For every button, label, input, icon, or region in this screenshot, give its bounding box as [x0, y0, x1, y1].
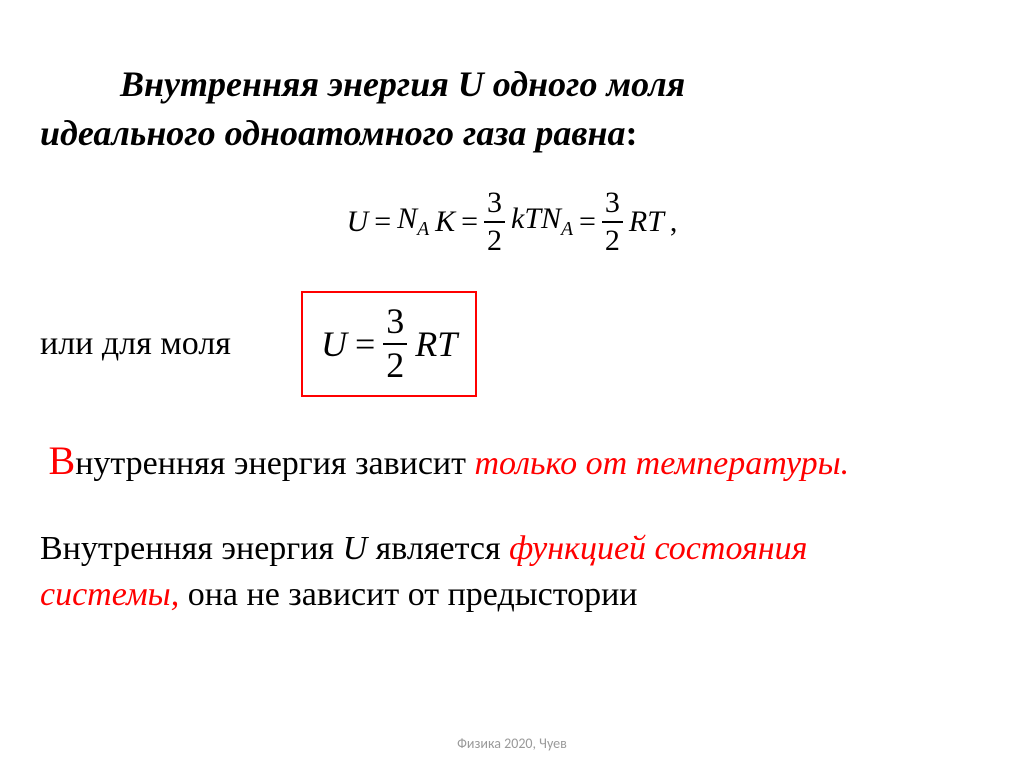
footer-text: Физика 2020, Чуев	[0, 735, 1024, 752]
equation-1: U = NA K = 3 2 kTNA = 3 2 RT,	[40, 187, 984, 256]
stmt2-pre: Внутренняя энергия	[40, 530, 343, 567]
boxed-frac: 3 2	[383, 303, 407, 385]
eq1-U: U	[347, 205, 369, 239]
boxed-eq: =	[355, 323, 375, 365]
stmt1-cap: В	[49, 438, 76, 483]
eq1-frac1: 3 2	[484, 187, 505, 256]
title-line1: Внутренняя энергия U одного моля	[120, 64, 685, 104]
eq1-frac2: 3 2	[602, 187, 623, 256]
stmt1-rest: нутренняя энергия зависит	[75, 445, 474, 482]
stmt2-U: U	[343, 530, 368, 567]
stmt1-tail: только от температуры	[475, 445, 841, 482]
title-colon: :	[625, 113, 637, 153]
stmt2-red2: системы,	[40, 576, 179, 613]
stmt1-dot: .	[841, 445, 850, 482]
eq1-kT: kTNA	[511, 202, 573, 241]
eq1-eq3: =	[579, 205, 596, 239]
title-line2: идеального одноатомного газа равна	[40, 113, 625, 153]
stmt2-mid: является	[367, 530, 509, 567]
eq1-eq1: =	[374, 205, 391, 239]
stmt2-red1: функцией состояния	[509, 530, 807, 567]
statement-1: Внутренняя энергия зависит только от тем…	[40, 437, 984, 484]
slide: Внутренняя энергия U одного моля идеальн…	[0, 0, 1024, 767]
eq1-comma: ,	[670, 205, 678, 239]
moli-row: или для моля U = 3 2 RT	[40, 291, 984, 397]
eq1-eq2: =	[461, 205, 478, 239]
moli-label: или для моля	[40, 325, 231, 363]
equation-boxed: U = 3 2 RT	[301, 291, 477, 397]
eq1-K: K	[435, 205, 455, 239]
statement-2: Внутренняя энергия U является функцией с…	[40, 526, 984, 618]
eq1-N1: NA	[397, 202, 429, 241]
eq1-RT: RT	[629, 205, 664, 239]
boxed-U: U	[321, 323, 347, 365]
stmt2-post: она не зависит от предыстории	[179, 576, 637, 613]
page-title: Внутренняя энергия U одного моля идеальн…	[40, 60, 984, 157]
boxed-RT: RT	[415, 323, 457, 365]
